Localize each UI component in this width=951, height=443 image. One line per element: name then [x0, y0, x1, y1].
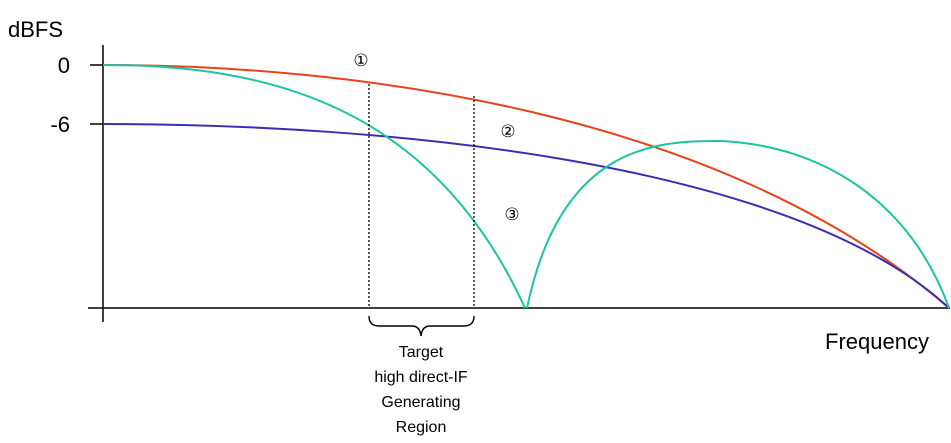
x-axis-title: Frequency: [825, 329, 929, 354]
curve-3-label: ③: [504, 205, 519, 225]
y-tick-label-minus6: -6: [50, 112, 70, 137]
region-label-line-2: high direct-IF: [374, 369, 468, 386]
y-axis-title: dBFS: [8, 17, 63, 42]
region-label-line-1: Target: [399, 344, 444, 361]
region-label-line-3: Generating: [381, 394, 460, 411]
region-label-line-4: Region: [396, 419, 447, 436]
curve-2-line: [102, 123, 950, 309]
y-tick-label-0: 0: [58, 53, 70, 78]
curve-1-line: [102, 64, 950, 309]
curve-1-label: ①: [353, 51, 368, 71]
curve-3-main-lobe: [102, 64, 526, 309]
region-brace: [368, 315, 475, 337]
curve-3-side-lobe: [526, 139, 950, 309]
curve-2-label: ②: [500, 122, 515, 142]
